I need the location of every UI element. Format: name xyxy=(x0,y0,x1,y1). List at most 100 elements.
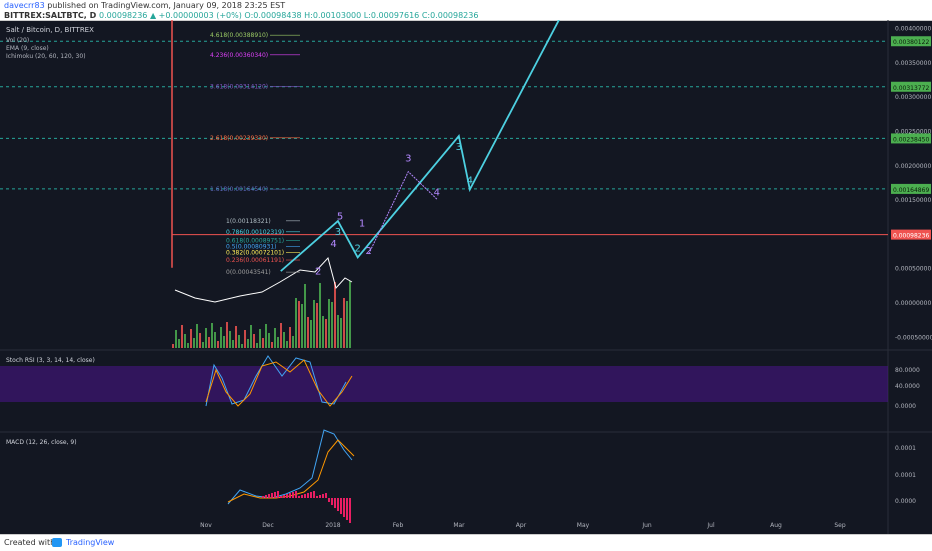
indicator-label: Vol (20) xyxy=(6,37,29,44)
indicator-label: EMA (9, close) xyxy=(6,45,49,52)
x-tick-label: May xyxy=(577,522,590,529)
tradingview-brand-link[interactable]: TradingView xyxy=(66,538,115,547)
x-tick-label: Jul xyxy=(706,522,715,529)
x-tick-label: Feb xyxy=(393,522,404,529)
volume-bar xyxy=(253,334,255,348)
macd-histogram-bar xyxy=(307,493,309,498)
macd-histogram-bar xyxy=(334,498,336,508)
fib-level-label: 0.5(0.00080931) xyxy=(226,243,277,250)
y-tick-label: 0.00000000 xyxy=(895,300,931,307)
wave-label: 2 xyxy=(366,246,372,257)
macd-histogram-bar xyxy=(349,498,351,523)
macd-histogram-bar xyxy=(337,498,339,511)
macd-histogram-bar xyxy=(277,491,279,498)
macd-tick-label: 0.0001 xyxy=(895,445,916,452)
price-readout: 0.00098236 ▲ +0.00000003 (+0%) O:0.00098… xyxy=(99,11,479,20)
price-level-label: 0.00313772 xyxy=(893,85,929,92)
macd-histogram-bar xyxy=(298,496,300,498)
macd-title: MACD (12, 26, close, 9) xyxy=(6,439,77,446)
y-tick-label: -0.00050000 xyxy=(895,334,932,341)
fib-level-label: 0.786(0.00102319) xyxy=(226,229,284,236)
tradingview-logo-icon xyxy=(52,538,62,547)
y-tick-label: 0.00150000 xyxy=(895,197,931,204)
y-tick-label: 0.00200000 xyxy=(895,163,931,170)
macd-histogram-bar xyxy=(340,498,342,514)
volume-bar xyxy=(262,338,264,348)
volume-bar xyxy=(331,302,333,348)
volume-bar xyxy=(259,329,261,348)
macd-histogram-bar xyxy=(310,492,312,498)
fib-level-label: 0.618(0.00089751) xyxy=(226,237,284,244)
fib-level-label: 2.618(0.00239330) xyxy=(210,135,268,142)
macd-histogram-bar xyxy=(316,496,318,498)
y-tick-label: 0.00350000 xyxy=(895,60,931,67)
stoch-d-line xyxy=(205,359,353,407)
stoch-k-line xyxy=(205,355,347,407)
macd-histogram-bar xyxy=(304,494,306,498)
x-tick-label: Apr xyxy=(516,522,527,529)
price-level-label: 0.00238450 xyxy=(893,136,929,143)
volume-bar xyxy=(238,335,240,348)
wave-label: 5 xyxy=(337,212,343,223)
volume-bar xyxy=(271,342,273,348)
volume-bar xyxy=(181,325,183,348)
volume-bar xyxy=(280,323,282,348)
publish-line: davecrr83 published on TradingView.com, … xyxy=(4,1,285,10)
volume-bar xyxy=(232,340,234,348)
volume-bar xyxy=(286,341,288,348)
volume-bar xyxy=(241,344,243,348)
macd-histogram-bar xyxy=(280,496,282,498)
volume-bar xyxy=(199,333,201,348)
author-link[interactable]: davecrr83 xyxy=(4,1,45,10)
macd-histogram-bar xyxy=(301,495,303,498)
elliott-wave-purple xyxy=(368,170,438,255)
fib-level-label: 0.236(0.00061191) xyxy=(226,257,284,264)
volume-bar xyxy=(229,331,231,348)
wave-label: 3 xyxy=(456,142,462,153)
volume-bar xyxy=(319,283,321,348)
volume-bar xyxy=(214,332,216,348)
chart-footer: Created with TradingView xyxy=(0,534,932,551)
volume-bar xyxy=(322,316,324,348)
price-level-label: 0.00164869 xyxy=(893,187,929,194)
stoch-tick-label: 0.0000 xyxy=(895,403,916,410)
wave-label: 4 xyxy=(330,239,336,250)
y-tick-label: 0.00400000 xyxy=(895,26,931,33)
volume-bar xyxy=(298,301,300,348)
macd-histogram-bar xyxy=(286,494,288,498)
chart-canvas[interactable]: 0.006000000.005500000.005000000.00450000… xyxy=(0,20,932,534)
macd-histogram-bar xyxy=(283,495,285,498)
volume-bar xyxy=(184,334,186,348)
fib-level-label: 1(0.00118321) xyxy=(226,218,271,225)
volume-bar xyxy=(277,337,279,348)
volume-bar xyxy=(292,336,294,348)
volume-bar xyxy=(235,326,237,348)
price-level-tag xyxy=(891,133,931,144)
fib-level-label: 0(0.00043541) xyxy=(226,269,271,276)
x-tick-label: Aug xyxy=(770,522,782,529)
wave-label: 1 xyxy=(359,219,365,230)
macd-histogram-bar xyxy=(313,491,315,498)
fib-level-label: 1.618(0.00164540) xyxy=(210,186,268,193)
volume-bar xyxy=(328,299,330,348)
volume-bar xyxy=(172,344,174,348)
fib-level-label: 0.382(0.00072101) xyxy=(226,250,284,257)
volume-bar xyxy=(304,284,306,348)
wave-label: 2 xyxy=(355,243,361,254)
stoch-title: Stoch RSI (3, 3, 14, 14, close) xyxy=(6,357,95,364)
y-tick-label: 0.00050000 xyxy=(895,266,931,273)
macd-histogram-bar xyxy=(331,498,333,505)
volume-bar xyxy=(316,303,318,348)
macd-histogram-bar xyxy=(289,493,291,498)
volume-bar xyxy=(193,338,195,348)
volume-bar xyxy=(220,327,222,348)
wave-label: 3 xyxy=(335,227,341,238)
wave-label: 3 xyxy=(405,153,411,164)
x-tick-label: Nov xyxy=(200,522,212,529)
volume-bar xyxy=(208,337,210,348)
symbol-label[interactable]: BITTREX:SALTBTC, D xyxy=(4,11,97,20)
macd-line xyxy=(227,429,353,505)
stoch-tick-label: 80.0000 xyxy=(895,367,920,374)
created-with-label: Created with xyxy=(4,538,56,547)
x-tick-label: Dec xyxy=(262,522,274,529)
